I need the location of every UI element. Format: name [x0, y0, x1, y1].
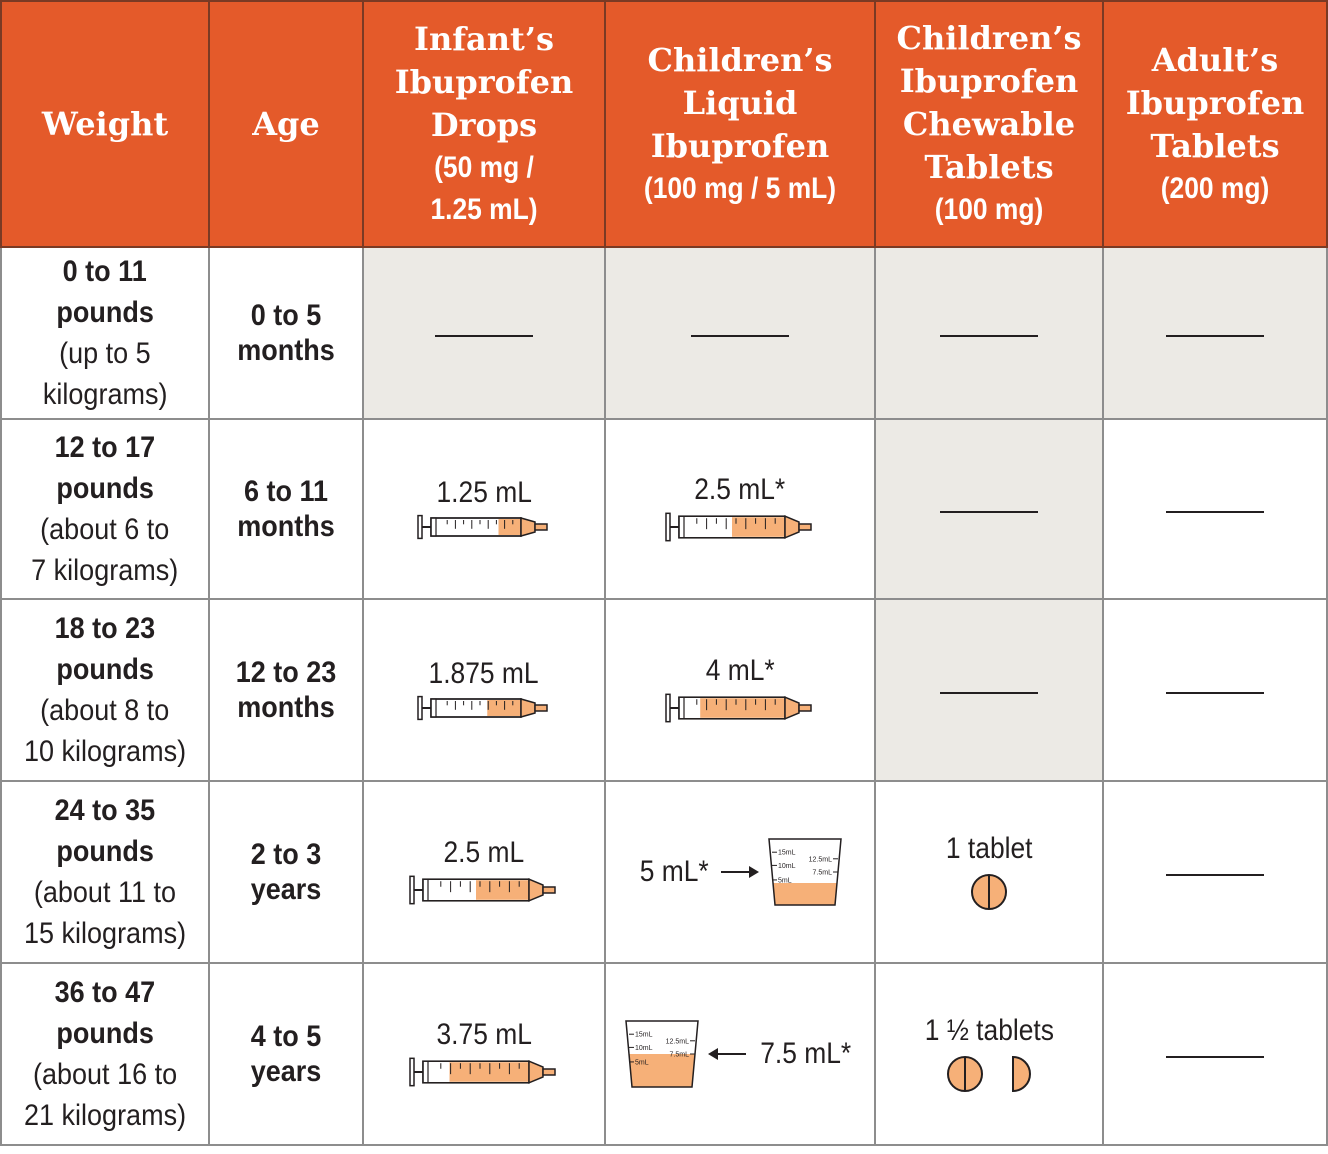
chewable-cell: 1 tablet — [874, 780, 1104, 964]
dose-amount: 2.5 mL* — [694, 473, 786, 506]
infant-drops-cell: 3.75 mL — [362, 962, 606, 1146]
svg-text:7.5mL: 7.5mL — [670, 1052, 690, 1059]
children-liquid-cell — [604, 246, 876, 420]
not-applicable-dash — [940, 335, 1038, 337]
header-infant-drops: Infant’s Ibuprofen Drops (50 mg / 1.25 m… — [362, 0, 606, 248]
age-cell: 2 to 3 years — [208, 780, 364, 964]
header-adult-tablets: Adult’s Ibuprofen Tablets (200 mg) — [1102, 0, 1328, 248]
infant-drops-cell: 1.875 mL — [362, 598, 606, 782]
weight-cell: 36 to 47 pounds (about 16 to 21 kilogram… — [0, 962, 210, 1146]
dose-row: 24 to 35 pounds (about 11 to 15 kilogram… — [0, 780, 1328, 964]
dose-row: 0 to 11 pounds (up to 5 kilograms) 0 to … — [0, 246, 1328, 420]
not-applicable-dash — [940, 511, 1038, 513]
header-age: Age — [208, 0, 364, 248]
children-liquid-cell: 2.5 mL* — [604, 418, 876, 600]
dose-amount: 2.5 mL — [443, 836, 525, 869]
adult-tablets-cell — [1102, 962, 1328, 1146]
adult-tablets-cell — [1102, 418, 1328, 600]
arrow-right-icon — [721, 866, 760, 878]
not-applicable-dash — [1166, 511, 1264, 513]
half-tablet-icon — [1012, 1055, 1031, 1093]
svg-text:10mL: 10mL — [635, 1045, 653, 1052]
svg-text:12.5mL: 12.5mL — [809, 856, 832, 863]
adult-tablets-cell — [1102, 246, 1328, 420]
arrow-left-icon — [708, 1048, 747, 1060]
dose-row: 36 to 47 pounds (about 16 to 21 kilogram… — [0, 962, 1328, 1146]
dose-amount: 1.875 mL — [428, 657, 540, 690]
not-applicable-dash — [435, 335, 533, 337]
chewable-cell — [874, 598, 1104, 782]
header-row: Weight Age Infant’s Ibuprofen Drops (50 … — [0, 0, 1328, 248]
oral-syringe-icon — [409, 875, 556, 905]
dose-amount: 5 mL* — [639, 855, 709, 888]
age-cell: 4 to 5 years — [208, 962, 364, 1146]
chewable-cell: 1 ½ tablets — [874, 962, 1104, 1146]
dose-row: 12 to 17 pounds (about 6 to 7 kilograms)… — [0, 418, 1328, 600]
dose-row: 18 to 23 pounds (about 8 to 10 kilograms… — [0, 598, 1328, 782]
children-liquid-cell: 15mL 12.5mL 10mL 7.5mL 5mL 7.5 mL* — [604, 962, 876, 1146]
not-applicable-dash — [1166, 692, 1264, 694]
whole-tablet-icon — [947, 1056, 983, 1092]
svg-text:15mL: 15mL — [778, 850, 796, 857]
infant-drops-cell: 2.5 mL — [362, 780, 606, 964]
not-applicable-dash — [940, 692, 1038, 694]
weight-cell: 24 to 35 pounds (about 11 to 15 kilogram… — [0, 780, 210, 964]
oral-syringe-icon — [665, 512, 812, 542]
age-cell: 12 to 23 months — [208, 598, 364, 782]
whole-tablet-icon — [971, 874, 1007, 910]
infant-drops-cell: 1.25 mL — [362, 418, 606, 600]
header-children-chewable: Children’s Ibuprofen Chewable Tablets (1… — [874, 0, 1104, 248]
not-applicable-dash — [1166, 874, 1264, 876]
header-children-liquid: Children’s Liquid Ibuprofen (100 mg / 5 … — [604, 0, 876, 248]
dose-amount: 7.5 mL* — [760, 1037, 852, 1070]
svg-text:5mL: 5mL — [778, 877, 792, 884]
children-liquid-cell: 5 mL* 15mL 12.5mL 10mL 7.5mL 5mL — [604, 780, 876, 964]
dose-amount: 1 ½ tablets — [924, 1014, 1054, 1047]
oral-syringe-icon — [409, 1057, 556, 1087]
dose-amount: 4 mL* — [705, 654, 775, 687]
weight-cell: 12 to 17 pounds (about 6 to 7 kilograms) — [0, 418, 210, 600]
not-applicable-dash — [1166, 1056, 1264, 1058]
age-cell: 6 to 11 months — [208, 418, 364, 600]
not-applicable-dash — [691, 335, 789, 337]
svg-text:10mL: 10mL — [778, 863, 796, 870]
dose-amount: 1 tablet — [945, 832, 1033, 865]
adult-tablets-cell — [1102, 780, 1328, 964]
chewable-cell — [874, 418, 1104, 600]
dose-amount: 1.25 mL — [436, 476, 532, 509]
chewable-cell — [874, 246, 1104, 420]
weight-cell: 18 to 23 pounds (about 8 to 10 kilograms… — [0, 598, 210, 782]
dosing-cup-icon: 15mL 12.5mL 10mL 7.5mL 5mL — [625, 1020, 700, 1088]
svg-text:7.5mL: 7.5mL — [813, 870, 833, 877]
oral-syringe-icon — [665, 693, 812, 723]
svg-text:12.5mL: 12.5mL — [666, 1038, 689, 1045]
adult-tablets-cell — [1102, 598, 1328, 782]
infant-drops-cell — [362, 246, 606, 420]
oral-syringe-icon — [417, 514, 548, 540]
dose-amount: 3.75 mL — [436, 1018, 532, 1051]
not-applicable-dash — [1166, 335, 1264, 337]
children-liquid-cell: 4 mL* — [604, 598, 876, 782]
svg-text:5mL: 5mL — [635, 1059, 649, 1066]
dosing-cup-icon: 15mL 12.5mL 10mL 7.5mL 5mL — [768, 838, 843, 906]
header-weight: Weight — [0, 0, 210, 248]
age-cell: 0 to 5 months — [208, 246, 364, 420]
weight-cell: 0 to 11 pounds (up to 5 kilograms) — [0, 246, 210, 420]
oral-syringe-icon — [417, 695, 548, 721]
svg-text:15mL: 15mL — [635, 1032, 653, 1039]
